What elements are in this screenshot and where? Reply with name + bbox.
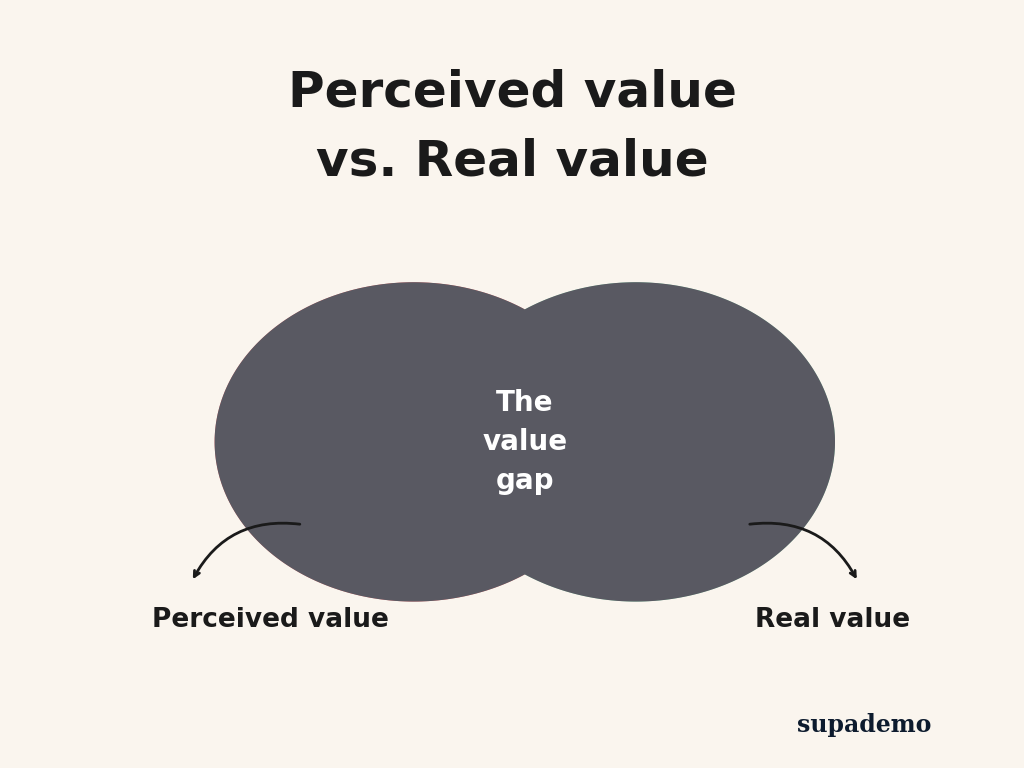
Circle shape bbox=[437, 283, 835, 601]
Text: Real value: Real value bbox=[755, 607, 910, 633]
Text: Perceived value: Perceived value bbox=[288, 68, 736, 116]
Text: Perceived value: Perceived value bbox=[152, 607, 389, 633]
Text: vs. Real value: vs. Real value bbox=[315, 137, 709, 185]
Text: supademo: supademo bbox=[798, 713, 932, 737]
Text: The
value
gap: The value gap bbox=[482, 389, 567, 495]
Circle shape bbox=[215, 283, 612, 601]
Polygon shape bbox=[215, 283, 835, 601]
